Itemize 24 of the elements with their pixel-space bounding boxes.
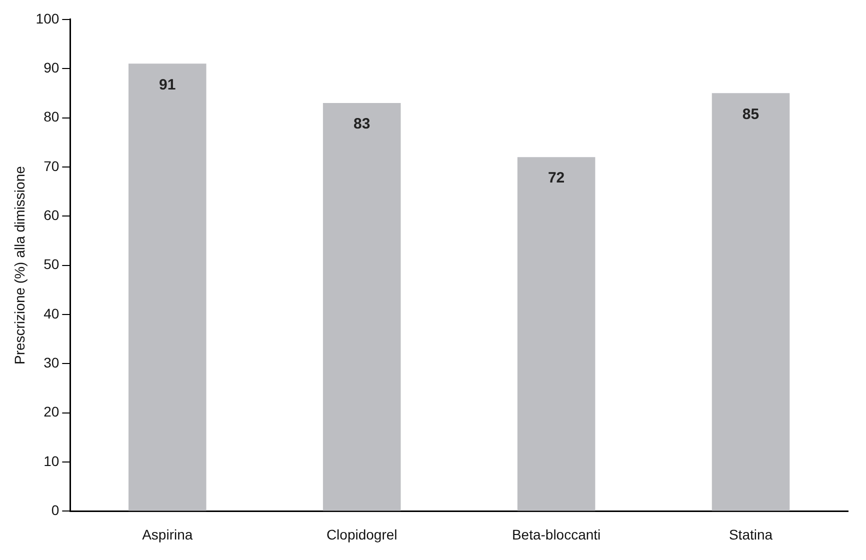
y-tick-label: 80: [44, 108, 60, 125]
y-tick-label: 90: [44, 59, 60, 76]
y-tick-label: 30: [44, 354, 60, 371]
y-tick-label: 70: [44, 158, 60, 174]
y-tick-label: 50: [44, 256, 60, 272]
y-tick-label: 40: [44, 305, 60, 322]
y-tick-label: 20: [44, 404, 60, 420]
x-tick-label: Beta-bloccanti: [512, 526, 601, 542]
bar: [128, 64, 206, 511]
y-tick-label: 60: [44, 206, 60, 223]
data-label: 85: [742, 106, 760, 123]
data-label: 83: [354, 116, 370, 133]
y-tick-label: 100: [36, 10, 60, 26]
y-tick-label: 0: [51, 502, 60, 518]
x-tick-label: Aspirina: [142, 526, 193, 542]
bar: [517, 157, 596, 511]
x-tick-label: Statina: [728, 526, 773, 542]
bar: [712, 93, 790, 511]
y-axis-title: Prescrizione (%) alla dimissione: [11, 166, 28, 365]
data-label: 72: [548, 170, 565, 187]
x-tick-label: Clopidogrel: [326, 526, 398, 542]
bar: [322, 103, 401, 511]
y-tick-label: 10: [44, 452, 60, 469]
data-label: 91: [159, 76, 176, 94]
